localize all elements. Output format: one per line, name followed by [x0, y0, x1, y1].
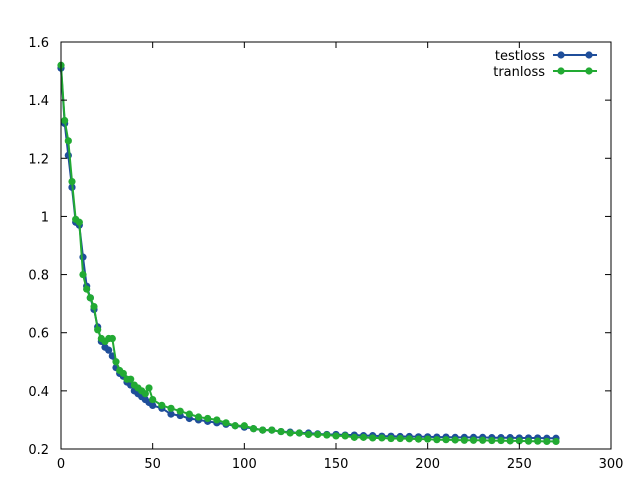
data-point: [105, 346, 113, 354]
x-tick-label: 150: [324, 457, 349, 472]
data-point: [350, 433, 358, 441]
y-tick-label: 0.2: [28, 443, 49, 458]
data-point: [149, 401, 157, 409]
legend-swatch-marker: [557, 51, 565, 59]
data-point: [268, 426, 276, 434]
data-point: [543, 437, 551, 446]
data-point: [94, 326, 102, 334]
y-tick-label: 0.8: [28, 269, 49, 284]
data-point: [75, 218, 83, 226]
data-point: [204, 414, 212, 423]
data-point: [158, 401, 166, 409]
data-point: [185, 410, 193, 418]
data-point: [323, 431, 331, 439]
data-point: [119, 369, 127, 378]
legend-swatch-marker: [585, 67, 593, 75]
data-point: [145, 384, 153, 392]
data-point: [222, 419, 230, 427]
data-point: [424, 435, 432, 443]
x-tick-label: 250: [507, 457, 532, 472]
data-point: [359, 433, 368, 441]
data-point: [451, 436, 459, 444]
data-point: [141, 390, 149, 398]
data-point: [488, 436, 496, 445]
data-point: [341, 432, 349, 440]
x-tick-label: 300: [599, 457, 624, 472]
data-point: [295, 429, 303, 437]
data-point: [176, 407, 184, 415]
x-tick-label: 100: [232, 457, 257, 472]
data-point: [506, 437, 514, 445]
series-layer: [57, 61, 560, 446]
data-point: [387, 434, 395, 443]
data-point: [433, 436, 441, 444]
legend-label-tranloss: tranloss: [493, 65, 545, 80]
data-point: [378, 434, 386, 442]
x-tick-label: 200: [415, 457, 440, 472]
data-point: [332, 432, 340, 440]
data-point: [460, 436, 468, 444]
x-tick-label: 0: [57, 457, 65, 472]
data-point: [277, 427, 285, 436]
data-point: [249, 425, 258, 433]
data-point: [61, 116, 69, 125]
data-point: [79, 253, 87, 261]
data-point: [167, 410, 175, 418]
data-point: [405, 435, 413, 443]
y-tick-label: 1.4: [28, 94, 49, 109]
data-point: [497, 436, 505, 445]
y-tick-label: 1.6: [28, 36, 49, 51]
data-point: [167, 404, 175, 412]
data-point: [90, 302, 98, 311]
data-point: [479, 436, 487, 444]
data-point: [442, 436, 450, 444]
legend-swatch-marker: [585, 51, 593, 59]
data-point: [127, 375, 135, 383]
data-point: [259, 426, 267, 434]
x-tick-label: 50: [144, 457, 161, 472]
legend-swatch-marker: [557, 67, 565, 75]
y-tick-label: 1: [41, 210, 49, 225]
data-point: [79, 270, 87, 279]
data-point: [369, 434, 377, 442]
axes-layer: 0 50 100 150 200 250 300 0.2 0.4 0.6 0.8 1 1.2 1.4 1.6: [28, 36, 623, 472]
series-tranloss: [57, 61, 560, 446]
data-point: [68, 177, 76, 186]
data-point: [149, 395, 157, 404]
data-point: [112, 358, 120, 366]
data-point: [240, 422, 248, 430]
y-tick-label: 0.6: [28, 327, 49, 342]
data-point: [108, 334, 116, 343]
data-point: [231, 422, 239, 430]
y-tick-label: 1.2: [28, 152, 49, 167]
data-point: [414, 435, 423, 443]
data-point: [194, 413, 203, 421]
data-point: [64, 137, 72, 145]
legend-label-testloss: testloss: [495, 49, 545, 64]
data-point: [524, 437, 533, 445]
y-tick-label: 0.4: [28, 385, 49, 400]
data-point: [286, 429, 294, 437]
data-point: [213, 416, 221, 424]
data-point: [86, 294, 94, 302]
data-point: [469, 436, 478, 444]
data-point: [314, 430, 322, 439]
data-point: [83, 285, 91, 293]
data-point: [396, 434, 404, 443]
data-point: [304, 430, 313, 439]
data-point: [534, 437, 542, 445]
data-point: [515, 437, 523, 445]
data-point: [552, 437, 560, 446]
